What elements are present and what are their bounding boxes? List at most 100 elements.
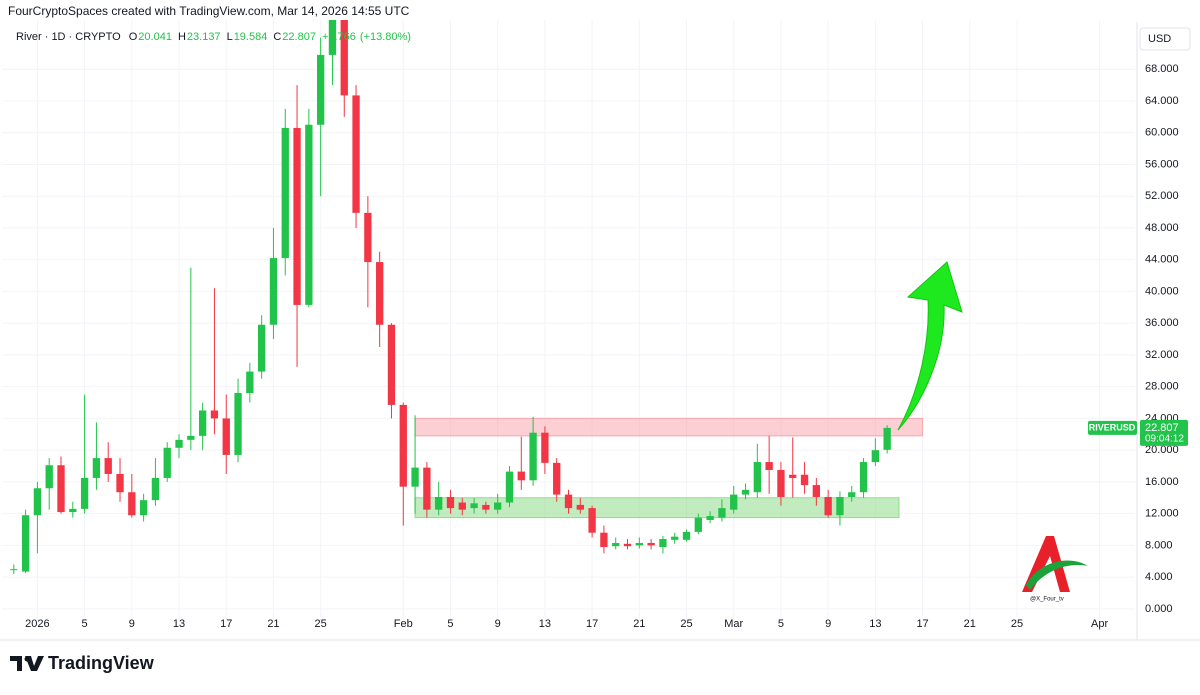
candle-body	[812, 485, 821, 497]
candle-body	[789, 474, 797, 478]
candle-body	[116, 473, 124, 493]
candle-body	[104, 458, 112, 474]
candle-body	[45, 465, 53, 489]
candle-body	[671, 536, 679, 540]
candle-body	[859, 462, 868, 493]
x-tick-label: 13	[869, 618, 881, 630]
candle-body	[494, 502, 502, 510]
attribution: FourCryptoSpaces created with TradingVie…	[8, 4, 410, 18]
symbol-label: River · 1D · CRYPTO	[16, 31, 121, 43]
candle-body	[234, 393, 242, 455]
y-tick-label: 12.000	[1145, 508, 1179, 520]
y-tick-label: 8.000	[1145, 539, 1173, 551]
y-tick-label: 44.000	[1145, 254, 1179, 266]
candle-body	[730, 494, 738, 510]
currency-button-box[interactable]	[1139, 27, 1191, 51]
candle-body	[871, 450, 880, 463]
currency-button[interactable]: USD	[1139, 27, 1191, 51]
candle-body	[800, 474, 809, 486]
candle-body	[328, 20, 337, 55]
candle-body	[376, 262, 384, 325]
x-tick-label: Mar	[724, 618, 743, 630]
x-tick-label: 25	[680, 618, 692, 630]
candle-body	[470, 503, 478, 509]
candle-body	[753, 462, 761, 493]
candle-body	[635, 543, 643, 546]
y-tick-label: 4.000	[1145, 571, 1173, 583]
candle-body	[80, 477, 89, 509]
candle-body	[187, 435, 195, 440]
candle-body	[364, 212, 372, 263]
candle-body	[529, 432, 537, 481]
candle-body	[139, 500, 148, 516]
x-tick-label: 5	[82, 618, 88, 630]
y-tick-label: 28.000	[1145, 381, 1179, 393]
candle-body	[553, 462, 561, 495]
candle-body	[588, 508, 596, 533]
candle-body	[198, 410, 207, 436]
y-tick-label: 32.000	[1145, 349, 1179, 361]
candle-body	[623, 543, 632, 547]
y-tick-label: 20.000	[1145, 444, 1179, 456]
candle-body	[57, 465, 65, 513]
x-tick-label: 13	[173, 618, 185, 630]
x-tick-label: 2026	[25, 618, 49, 630]
candle-body	[612, 543, 620, 547]
candle-body	[352, 95, 360, 213]
candle-body	[600, 532, 608, 547]
zone	[414, 417, 924, 437]
symbol-tag: RIVERUSD	[1089, 422, 1136, 432]
candle-body	[682, 531, 691, 540]
brand-name: TradingView	[48, 653, 155, 673]
y-tick-label: 16.000	[1145, 476, 1179, 488]
x-tick-label: 13	[539, 618, 551, 630]
candle-body	[246, 371, 254, 394]
y-tick-label: 36.000	[1145, 317, 1179, 329]
candle-body	[659, 539, 667, 547]
x-tick-label: 9	[825, 618, 831, 630]
x-tick-label: 17	[220, 618, 232, 630]
candle-body	[316, 54, 325, 125]
currency-button-label[interactable]: USD	[1148, 33, 1171, 45]
candle-body	[458, 502, 466, 510]
price-tag-value: 22.807	[1145, 422, 1179, 434]
x-tick-label: 21	[633, 618, 645, 630]
candle-body	[564, 494, 573, 509]
candle-body	[128, 492, 136, 516]
symbol-tag-box	[1088, 420, 1137, 435]
candle-body	[33, 488, 42, 516]
x-tick-label: 5	[447, 618, 453, 630]
candle-body	[718, 508, 726, 518]
x-tick-label: 5	[778, 618, 784, 630]
y-tick-label: 64.000	[1145, 95, 1179, 107]
candle-body	[69, 508, 77, 513]
candle-body	[21, 515, 30, 572]
change-value: +2.766	[322, 31, 356, 43]
x-tick-label: 17	[916, 618, 928, 630]
arrow-annotation	[897, 261, 963, 431]
candle-body	[647, 543, 655, 546]
candle-body	[505, 471, 514, 503]
ohlc-value: 23.137	[187, 31, 221, 43]
candle-body	[446, 496, 455, 509]
x-tick-label: 21	[267, 618, 279, 630]
candle-body	[777, 470, 785, 497]
ohlc-letter: C	[273, 31, 281, 43]
candle-body	[836, 496, 844, 516]
candle-body	[423, 467, 431, 510]
candle-body	[848, 492, 856, 497]
candle-body	[541, 432, 549, 463]
y-tick-label: 60.000	[1145, 127, 1179, 139]
candle-body	[576, 504, 584, 510]
candle-body	[281, 127, 289, 259]
x-tick-label: 17	[586, 618, 598, 630]
candle-body	[387, 324, 396, 405]
change-percent: (+13.80%)	[360, 31, 411, 43]
candle-body	[222, 418, 230, 455]
x-tick-label: 25	[315, 618, 327, 630]
ohlc-letter: L	[227, 31, 233, 43]
candle-body	[741, 489, 750, 495]
x-tick-label: 9	[495, 618, 501, 630]
